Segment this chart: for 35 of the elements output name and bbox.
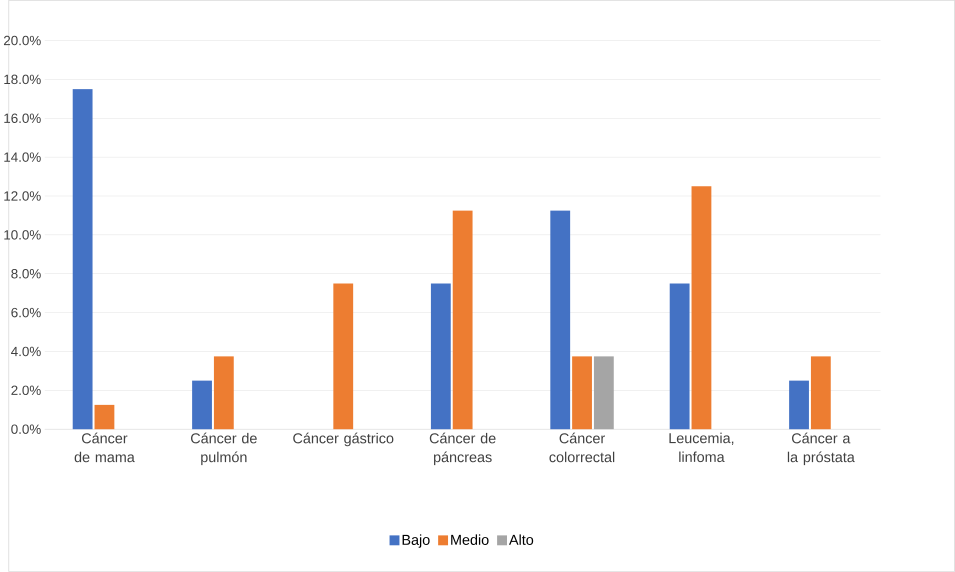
- legend-label: Medio: [451, 534, 489, 546]
- bar: [572, 356, 592, 430]
- bar: [430, 284, 451, 430]
- y-tick-label: 18.0%: [4, 74, 41, 84]
- y-tick-label: 6.0%: [11, 308, 41, 318]
- bar: [452, 210, 473, 430]
- bar: [333, 284, 354, 430]
- y-tick-label: 12.0%: [4, 191, 41, 201]
- y-tick-label: 16.0%: [4, 114, 41, 124]
- bar: [670, 284, 690, 430]
- bar: [72, 89, 93, 430]
- bar: [594, 356, 614, 430]
- y-tick-label: 8.0%: [11, 269, 41, 279]
- y-tick-label: 20.0%: [4, 36, 41, 46]
- y-tick-label: 2.0%: [11, 386, 41, 396]
- x-tick-label: Cáncer a la próstata: [788, 432, 855, 466]
- x-tick-label: Leucemia, linfoma: [669, 432, 734, 462]
- y-tick-label: 14.0%: [4, 152, 41, 162]
- bar: [192, 380, 212, 430]
- y-tick-label: 0.0%: [11, 424, 41, 434]
- x-tick-label: Cáncer gástrico: [293, 432, 394, 446]
- bar: [214, 356, 234, 430]
- bar: [789, 380, 809, 430]
- legend-label: Bajo: [402, 534, 430, 548]
- bar: [810, 356, 831, 430]
- x-tick-label: Cáncer colorrectal: [549, 432, 614, 462]
- y-tick-label: 10.0%: [4, 230, 41, 240]
- bar: [550, 210, 570, 430]
- x-tick-label: Cáncer de mama: [74, 432, 135, 462]
- bar: [94, 404, 114, 430]
- legend-label: Alto: [509, 534, 534, 546]
- x-tick-label: Cáncer de páncreas: [430, 432, 496, 466]
- bar: [692, 186, 712, 430]
- y-tick-label: 4.0%: [11, 346, 41, 356]
- x-tick-label: Cáncer de pulmón: [191, 432, 257, 466]
